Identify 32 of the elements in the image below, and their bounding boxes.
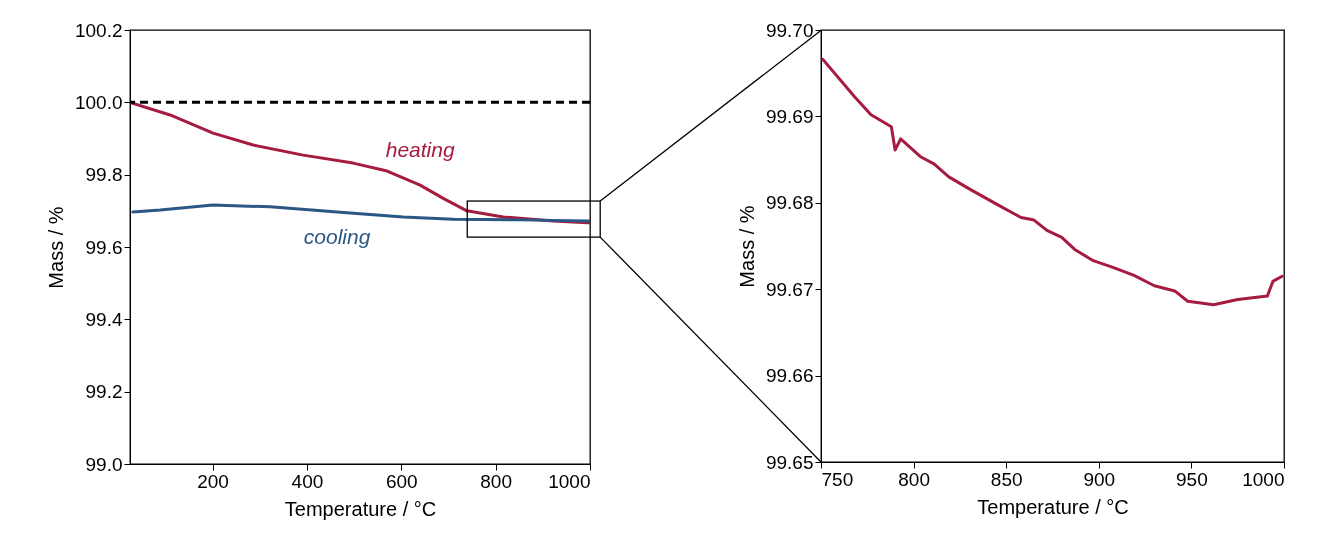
x-tick-label: 400 xyxy=(291,470,324,492)
y-tick-label: 99.70 xyxy=(765,19,814,41)
y-tick-label: 99.6 xyxy=(85,236,123,258)
y-tick-label: 99.66 xyxy=(765,365,814,387)
y-tick-label: 99.65 xyxy=(765,451,814,473)
series-label: heating xyxy=(385,138,455,162)
x-tick-label: 750 xyxy=(821,468,854,490)
y-axis-title: Mass / % xyxy=(735,205,758,288)
y-tick-label: 99.67 xyxy=(765,278,814,300)
x-tick-label: 950 xyxy=(1176,468,1208,490)
y-axis-title: Mass / % xyxy=(44,206,67,289)
x-tick-label: 1000 xyxy=(548,470,591,492)
x-tick-label: 1000 xyxy=(1242,468,1285,490)
x-tick-label: 900 xyxy=(1083,468,1116,490)
x-tick-label: 850 xyxy=(990,468,1023,490)
x-tick-label: 600 xyxy=(385,470,418,492)
x-axis-title: Temperature / °C xyxy=(977,495,1129,518)
y-tick-label: 100.2 xyxy=(74,19,123,41)
line-series xyxy=(131,203,590,223)
y-tick-label: 99.4 xyxy=(85,308,123,330)
x-tick-label: 800 xyxy=(480,470,512,492)
y-tick-label: 99.8 xyxy=(85,164,123,186)
x-tick-label: 200 xyxy=(197,470,229,492)
y-tick-label: 100.0 xyxy=(74,91,123,113)
y-tick-label: 99.68 xyxy=(765,192,814,214)
y-tick-label: 99.69 xyxy=(765,105,814,127)
series-label: cooling xyxy=(303,224,371,248)
line-series xyxy=(821,57,1284,307)
x-axis-title: Temperature / °C xyxy=(284,497,437,520)
x-tick-label: 800 xyxy=(898,468,930,490)
y-tick-label: 99.0 xyxy=(85,453,123,475)
y-tick-label: 99.2 xyxy=(85,381,123,403)
